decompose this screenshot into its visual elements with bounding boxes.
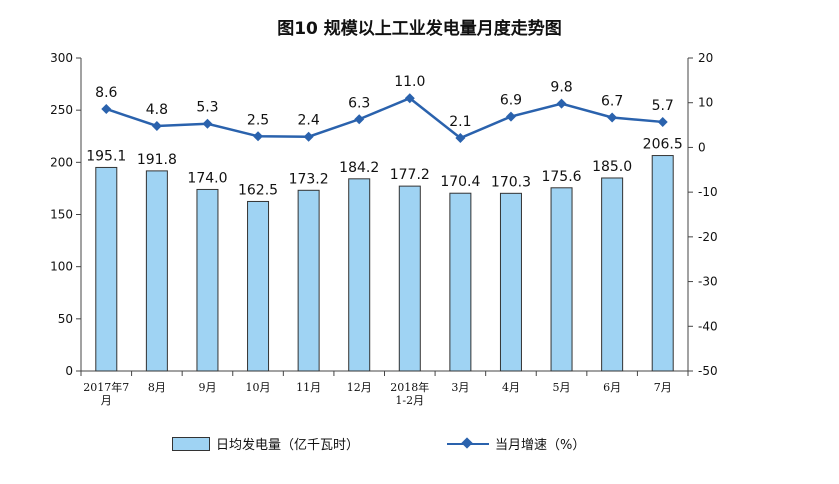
growth-value-label: 6.7 [601, 93, 623, 109]
x-tick-label: 2018年 [390, 380, 429, 394]
y-right-tick-label: 20 [698, 51, 713, 65]
bar [550, 187, 573, 372]
x-tick-label: 10月 [246, 381, 271, 394]
growth-line [105, 96, 663, 140]
x-tick-label: 4月 [502, 381, 520, 394]
chart-legend: 日均发电量（亿千瓦时） 当月增速（%） [0, 434, 839, 458]
bar-value-label: 195.1 [86, 148, 126, 164]
bar [297, 189, 320, 372]
growth-value-label: 11.0 [394, 74, 425, 90]
legend-bar-label: 日均发电量（亿千瓦时） [216, 438, 360, 453]
bar [95, 166, 118, 372]
growth-point [151, 120, 162, 131]
bar-value-label: 185.0 [592, 159, 632, 175]
bar [449, 192, 472, 372]
y-left-tick-label: 150 [50, 208, 73, 222]
bar-value-label: 162.5 [238, 182, 278, 198]
bar-value-label: 191.8 [137, 152, 177, 168]
legend-item-line: 当月增速（%） [447, 434, 585, 453]
x-tick-label: 1-2月 [395, 394, 424, 407]
legend-line-swatch [447, 436, 489, 450]
bar-value-label: 175.6 [541, 169, 581, 185]
y-left-tick-label: 300 [50, 51, 73, 65]
x-tick-label: 3月 [451, 381, 469, 394]
y-left-tick-label: 200 [50, 155, 73, 169]
x-tick-label: 5月 [553, 381, 571, 394]
x-tick-label: 月 [101, 394, 112, 407]
growth-point [202, 118, 213, 129]
bar-value-label: 173.2 [289, 171, 329, 187]
y-left-tick-label: 250 [50, 103, 73, 117]
y-right-tick-label: -40 [698, 319, 718, 333]
x-tick-label: 6月 [603, 381, 621, 394]
bar [601, 177, 624, 372]
growth-point [505, 111, 516, 122]
growth-value-label: 6.3 [348, 95, 370, 111]
bar [398, 185, 421, 372]
growth-point [556, 98, 567, 109]
bar [348, 178, 371, 372]
growth-value-label: 6.9 [500, 93, 522, 109]
growth-value-label: 2.1 [449, 114, 471, 130]
y-right-tick-label: -10 [698, 185, 718, 199]
legend-item-bar: 日均发电量（亿千瓦时） [172, 434, 359, 453]
bar [499, 192, 522, 372]
x-tick-label: 9月 [198, 381, 216, 394]
bar-value-label: 184.2 [339, 160, 379, 176]
growth-value-label: 8.6 [95, 85, 117, 101]
legend-line-label: 当月增速（%） [495, 438, 586, 453]
y-right-tick-label: -50 [698, 364, 718, 378]
x-tick-label: 7月 [654, 381, 672, 394]
bar [247, 200, 270, 372]
growth-point [657, 116, 668, 127]
y-right-tick-label: -30 [698, 275, 718, 289]
growth-point [607, 112, 618, 123]
growth-point [354, 114, 365, 125]
growth-value-label: 2.4 [297, 113, 319, 129]
y-right-tick-label: 10 [698, 96, 713, 110]
bar [145, 170, 168, 372]
growth-value-label: 9.8 [550, 80, 572, 96]
y-right-tick-label: 0 [698, 140, 706, 154]
bar-value-label: 206.5 [643, 137, 683, 153]
bar [196, 188, 219, 372]
y-left-tick-label: 0 [65, 364, 73, 378]
growth-value-label: 5.3 [196, 100, 218, 116]
growth-point [455, 133, 466, 144]
chart-title: 图10 规模以上工业发电量月度走势图 [277, 19, 562, 39]
x-tick-label: 11月 [296, 381, 321, 394]
growth-point [101, 103, 112, 114]
growth-value-label: 5.7 [652, 98, 674, 114]
bar [651, 155, 674, 372]
growth-point [303, 131, 314, 142]
y-right-tick-label: -20 [698, 230, 718, 244]
x-tick-label: 8月 [148, 381, 166, 394]
growth-value-label: 4.8 [146, 102, 168, 118]
x-tick-label: 12月 [347, 381, 372, 394]
growth-point [253, 131, 264, 142]
bar-value-label: 177.2 [390, 167, 430, 183]
y-left-tick-label: 100 [50, 260, 73, 274]
legend-bar-swatch [172, 436, 210, 451]
growth-point [404, 93, 415, 104]
bar-value-label: 170.3 [491, 174, 531, 190]
bar-value-label: 174.0 [187, 170, 227, 186]
x-tick-label: 2017年7 [83, 380, 129, 394]
chart-plot: 0 50 100 150 200 250 300 -50 -40 -30 -20 -10 0 10 20 19… [50, 51, 718, 407]
growth-value-label: 2.5 [247, 112, 269, 128]
y-left-tick-label: 50 [58, 312, 73, 326]
bar-value-label: 170.4 [440, 174, 480, 190]
